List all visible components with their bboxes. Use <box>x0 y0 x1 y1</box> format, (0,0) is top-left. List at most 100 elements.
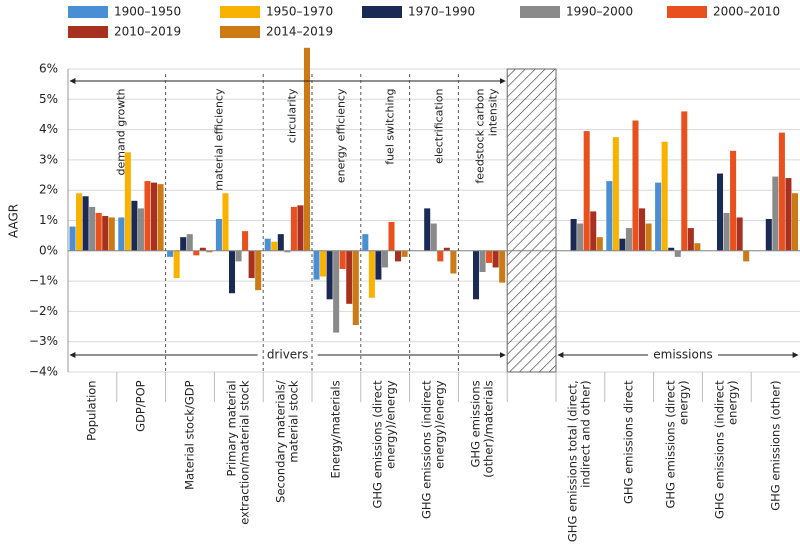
x-tick-label: GHG emissions (indirect energy) <box>712 379 740 519</box>
bar <box>277 234 284 251</box>
bar <box>339 250 346 269</box>
bar <box>242 231 249 251</box>
bar <box>108 217 115 251</box>
bar <box>89 206 96 251</box>
bar <box>450 250 457 274</box>
legend-swatch <box>220 26 260 38</box>
legend-label: 2014–2019 <box>266 25 333 39</box>
bar <box>791 193 798 251</box>
bar <box>388 222 395 251</box>
hatch-area <box>506 68 557 373</box>
x-tick-label: Material stock/GDP <box>182 379 197 490</box>
x-tick-label: GHG emissions (indirect energy)/energy <box>419 379 447 519</box>
section-label: emissions <box>653 348 712 362</box>
legend-swatch <box>667 6 707 18</box>
y-tick-label: 5% <box>39 92 58 106</box>
bar <box>583 131 590 251</box>
bar <box>479 250 486 273</box>
bar <box>730 150 737 251</box>
legend-label: 2010–2019 <box>114 25 181 39</box>
bar <box>368 250 375 298</box>
x-tick-label: GHG emissions direct <box>621 379 636 504</box>
bar <box>743 250 750 262</box>
bar <box>124 152 131 251</box>
bar <box>144 181 151 251</box>
bar <box>772 176 779 251</box>
bar <box>401 250 408 257</box>
x-tick-label: Energy/materials <box>328 379 343 479</box>
bar <box>82 196 89 251</box>
x-tick-label: Population <box>84 379 99 441</box>
bar <box>723 212 730 251</box>
bar <box>668 247 675 251</box>
x-tick-label: Primary material extraction/material sto… <box>224 379 252 525</box>
bar <box>271 241 278 251</box>
bar <box>137 208 144 251</box>
group-label: feedstock carbon intensity <box>473 88 500 184</box>
bar <box>716 173 724 251</box>
bar <box>222 193 229 251</box>
bar <box>206 250 213 253</box>
bar <box>619 238 626 251</box>
bar <box>326 250 333 300</box>
x-tick-label: GHG emissions (direct energy) <box>663 379 691 509</box>
legend-swatch <box>520 6 560 18</box>
bar <box>248 250 255 279</box>
bar <box>264 238 271 251</box>
bar <box>395 250 402 262</box>
group-label: demand growth <box>114 88 128 175</box>
bar <box>765 218 772 251</box>
bar <box>284 250 291 253</box>
bar <box>290 206 297 251</box>
bar <box>661 141 668 251</box>
bar <box>443 247 450 251</box>
bar <box>186 234 193 251</box>
bar <box>346 250 353 304</box>
group-label: material efficiency <box>211 88 225 191</box>
bar <box>625 228 632 251</box>
bar <box>437 250 444 262</box>
bar <box>486 250 493 263</box>
bar <box>313 250 320 280</box>
bar <box>606 181 613 251</box>
bar <box>674 250 681 257</box>
y-tick-label: −1% <box>29 274 58 288</box>
bar <box>590 211 597 251</box>
bar <box>173 250 180 279</box>
bar <box>102 215 109 251</box>
y-tick-label: −4% <box>29 365 58 379</box>
y-tick-label: 6% <box>39 62 58 76</box>
bar <box>655 182 662 251</box>
x-tick-label: GDP/POP <box>133 379 148 432</box>
x-tick-label: GHG emissions total (direct, indirect an… <box>566 379 594 542</box>
legend-label: 1900–1950 <box>114 5 181 19</box>
bar <box>375 250 382 280</box>
x-tick-label: GHG emissions (direct energy)/energy <box>371 379 399 509</box>
bar <box>681 111 688 251</box>
legend-label: 1970–1990 <box>408 5 475 19</box>
bar <box>118 217 125 251</box>
bar <box>736 217 743 251</box>
bar <box>612 137 619 251</box>
bar <box>778 132 785 251</box>
bar <box>303 47 310 251</box>
group-label: energy efficiency <box>333 88 347 183</box>
bar <box>297 205 304 251</box>
legend-swatch <box>362 6 402 18</box>
y-tick-label: 1% <box>39 213 58 227</box>
bar <box>352 250 359 326</box>
bar <box>180 237 187 251</box>
legend-label: 2000–2010 <box>713 5 780 19</box>
y-tick-label: −2% <box>29 304 58 318</box>
y-tick-label: 2% <box>39 183 58 197</box>
section-label: drivers <box>267 348 309 362</box>
bar <box>167 250 174 257</box>
bar <box>381 250 388 268</box>
bar <box>632 120 639 251</box>
bar <box>596 237 603 251</box>
bar <box>151 182 158 251</box>
bar <box>193 250 200 256</box>
legend-swatch <box>68 6 108 18</box>
bar <box>430 223 437 251</box>
